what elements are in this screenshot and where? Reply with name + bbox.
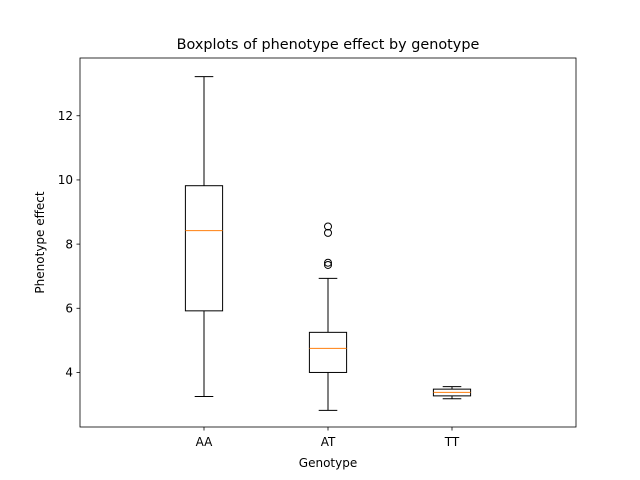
y-tick-label: 10 — [58, 173, 73, 187]
x-tick-label: AT — [321, 435, 336, 449]
iqr-box — [184, 185, 224, 312]
box-aa — [184, 76, 224, 398]
y-axis: 4 6 8 10 12 — [58, 109, 80, 380]
x-axis-label: Genotype — [299, 456, 357, 470]
outlier-point — [324, 260, 332, 269]
outlier-point — [324, 222, 332, 231]
iqr-box — [308, 331, 348, 373]
outlier-point — [324, 228, 332, 237]
x-axis: AA AT TT — [196, 427, 460, 449]
box-at — [308, 222, 348, 411]
box-tt — [432, 386, 472, 400]
y-axis-label: Phenotype effect — [33, 191, 47, 293]
y-tick-label: 8 — [65, 237, 73, 251]
y-tick-label: 4 — [65, 366, 73, 380]
x-tick-label: AA — [196, 435, 214, 449]
outlier-point — [324, 258, 332, 267]
x-tick-label: TT — [444, 435, 460, 449]
y-tick-label: 6 — [65, 301, 73, 315]
chart-title: Boxplots of phenotype effect by genotype — [177, 37, 480, 53]
y-tick-label: 12 — [58, 109, 73, 123]
plot-area — [184, 76, 472, 411]
